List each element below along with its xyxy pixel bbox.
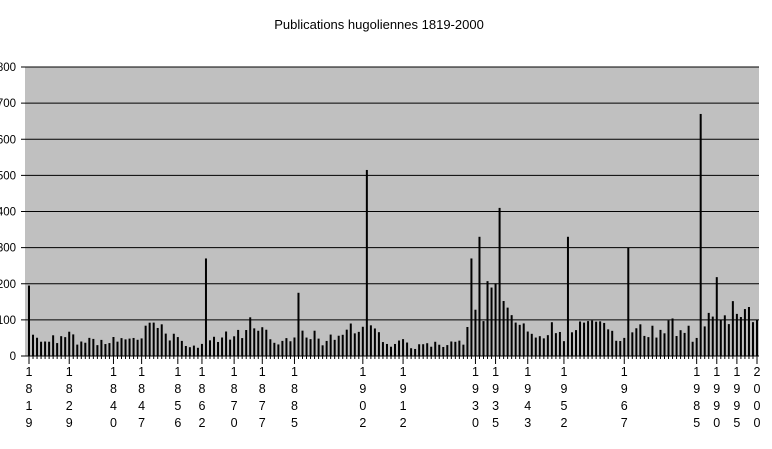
svg-text:500: 500: [0, 170, 16, 182]
svg-text:5: 5: [174, 399, 181, 413]
svg-text:4: 4: [524, 399, 531, 413]
svg-text:8: 8: [231, 382, 238, 396]
svg-text:9: 9: [713, 382, 720, 396]
svg-text:2: 2: [66, 399, 73, 413]
svg-text:8: 8: [110, 382, 117, 396]
svg-text:4: 4: [138, 399, 145, 413]
svg-text:8: 8: [291, 399, 298, 413]
svg-text:800: 800: [0, 62, 16, 74]
svg-text:6: 6: [198, 399, 205, 413]
svg-text:5: 5: [733, 416, 740, 430]
svg-text:0: 0: [10, 351, 16, 363]
svg-text:8: 8: [138, 382, 145, 396]
svg-text:1: 1: [693, 365, 700, 379]
svg-text:9: 9: [492, 382, 499, 396]
svg-text:1: 1: [492, 365, 499, 379]
svg-text:8: 8: [291, 382, 298, 396]
svg-text:100: 100: [0, 315, 16, 327]
svg-text:6: 6: [621, 399, 628, 413]
svg-text:0: 0: [754, 399, 761, 413]
svg-text:6: 6: [174, 416, 181, 430]
svg-text:5: 5: [560, 399, 567, 413]
svg-text:9: 9: [400, 382, 407, 396]
svg-text:2: 2: [198, 416, 205, 430]
svg-text:1: 1: [26, 365, 33, 379]
svg-text:9: 9: [26, 416, 33, 430]
svg-text:1: 1: [138, 365, 145, 379]
svg-text:1: 1: [400, 365, 407, 379]
svg-text:5: 5: [291, 416, 298, 430]
svg-text:2: 2: [560, 416, 567, 430]
svg-text:0: 0: [359, 399, 366, 413]
svg-text:8: 8: [66, 382, 73, 396]
svg-text:9: 9: [621, 382, 628, 396]
svg-text:300: 300: [0, 243, 16, 255]
svg-text:9: 9: [713, 399, 720, 413]
svg-text:7: 7: [138, 416, 145, 430]
svg-text:1: 1: [560, 365, 567, 379]
svg-text:9: 9: [733, 382, 740, 396]
svg-text:8: 8: [174, 382, 181, 396]
svg-text:2: 2: [754, 365, 761, 379]
svg-text:9: 9: [359, 382, 366, 396]
svg-text:9: 9: [693, 382, 700, 396]
svg-text:2: 2: [359, 416, 366, 430]
svg-text:4: 4: [110, 399, 117, 413]
svg-text:8: 8: [693, 399, 700, 413]
svg-text:5: 5: [492, 416, 499, 430]
svg-text:0: 0: [713, 416, 720, 430]
svg-text:1: 1: [524, 365, 531, 379]
svg-text:7: 7: [259, 416, 266, 430]
svg-text:1: 1: [359, 365, 366, 379]
svg-text:1: 1: [400, 399, 407, 413]
svg-text:1: 1: [66, 365, 73, 379]
svg-text:2: 2: [400, 416, 407, 430]
svg-text:200: 200: [0, 279, 16, 291]
svg-text:5: 5: [693, 416, 700, 430]
svg-text:0: 0: [754, 416, 761, 430]
svg-text:1: 1: [472, 365, 479, 379]
svg-text:3: 3: [492, 399, 499, 413]
svg-text:1: 1: [259, 365, 266, 379]
svg-text:1: 1: [733, 365, 740, 379]
svg-text:7: 7: [231, 399, 238, 413]
svg-text:700: 700: [0, 98, 16, 110]
svg-text:1: 1: [26, 399, 33, 413]
svg-text:1: 1: [621, 365, 628, 379]
svg-text:7: 7: [621, 416, 628, 430]
svg-text:1: 1: [198, 365, 205, 379]
svg-text:9: 9: [524, 382, 531, 396]
svg-text:7: 7: [259, 399, 266, 413]
svg-text:1: 1: [174, 365, 181, 379]
svg-text:0: 0: [231, 416, 238, 430]
svg-text:9: 9: [66, 416, 73, 430]
svg-text:1: 1: [291, 365, 298, 379]
svg-text:600: 600: [0, 134, 16, 146]
svg-text:3: 3: [524, 416, 531, 430]
svg-text:0: 0: [754, 382, 761, 396]
svg-text:1: 1: [713, 365, 720, 379]
svg-text:9: 9: [472, 382, 479, 396]
svg-text:0: 0: [472, 416, 479, 430]
svg-text:9: 9: [733, 399, 740, 413]
svg-text:0: 0: [110, 416, 117, 430]
svg-text:9: 9: [560, 382, 567, 396]
svg-text:400: 400: [0, 207, 16, 219]
svg-text:1: 1: [231, 365, 238, 379]
svg-text:1: 1: [110, 365, 117, 379]
svg-text:8: 8: [259, 382, 266, 396]
svg-text:8: 8: [198, 382, 205, 396]
svg-text:8: 8: [26, 382, 33, 396]
svg-text:3: 3: [472, 399, 479, 413]
